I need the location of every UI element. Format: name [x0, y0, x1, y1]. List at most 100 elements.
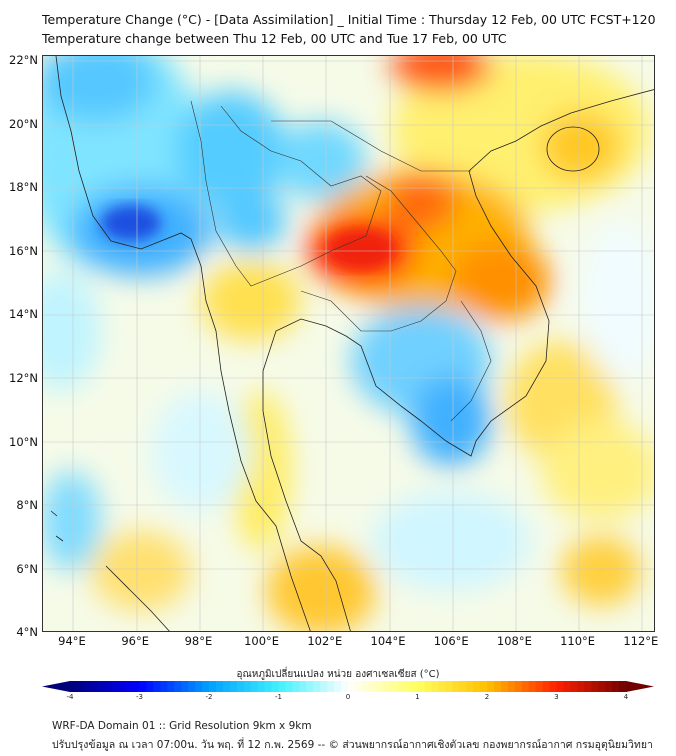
colorbar-segment: [619, 681, 627, 692]
colorbar-segment: [271, 681, 279, 692]
colorbar-segment: [70, 681, 78, 692]
colorbar-segment: [188, 681, 196, 692]
lon-label: 104°E: [370, 634, 406, 648]
colorbar-segment: [487, 681, 495, 692]
colorbar-segment: [306, 681, 314, 692]
lat-label: 20°N: [9, 116, 38, 131]
colorbar-segment: [83, 681, 92, 692]
colorbar-segment: [313, 681, 321, 692]
colorbar-segment: [354, 681, 363, 692]
footer-model-info: WRF-DA Domain 01 :: Grid Resolution 9km …: [52, 720, 312, 732]
lat-label: 10°N: [9, 434, 38, 449]
lon-label: 110°E: [560, 634, 596, 648]
colorbar-segment: [139, 681, 147, 692]
colorbar-segment: [209, 681, 217, 692]
colorbar-segment: [389, 681, 398, 692]
colorbar-segment: [348, 681, 356, 692]
lat-label: 18°N: [9, 180, 38, 195]
temperature-shading: [43, 56, 654, 631]
colorbar-segment: [459, 681, 467, 692]
lat-label: 12°N: [9, 371, 38, 385]
lon-label: 100°E: [244, 634, 280, 648]
colorbar-segment: [195, 681, 203, 692]
colorbar-segment: [570, 681, 578, 692]
figure-subtitle: Temperature change between Thu 12 Feb, 0…: [42, 31, 507, 46]
lon-label: 94°E: [58, 634, 86, 648]
colorbar-tick-label: -2: [205, 693, 213, 701]
colorbar-segment: [243, 681, 252, 692]
colorbar-segment: [76, 681, 85, 692]
lon-label: 96°E: [121, 634, 150, 648]
colorbar-segment: [299, 681, 307, 692]
colorbar-segment: [215, 681, 224, 692]
lat-label: 8°N: [16, 498, 38, 513]
colorbar-segment: [132, 681, 140, 692]
colorbar-segment: [174, 681, 182, 692]
lon-label: 106°E: [433, 634, 469, 648]
colorbar-segment: [320, 681, 328, 692]
colorbar-segment: [327, 681, 335, 692]
lat-label: 6°N: [16, 561, 38, 576]
colorbar-segment: [97, 681, 106, 692]
colorbar-tick-label: 2: [484, 693, 490, 701]
colorbar-segment: [361, 681, 370, 692]
colorbar-segment: [167, 681, 175, 692]
colorbar-segment: [146, 681, 154, 692]
colorbar-segment: [250, 681, 259, 692]
lon-label: 108°E: [496, 634, 532, 648]
colorbar-tick-label: -4: [66, 693, 74, 701]
colorbar-segment: [598, 681, 606, 692]
coastlines: [50, 56, 654, 631]
lat-label: 16°N: [9, 243, 38, 258]
graticule: [43, 56, 654, 631]
colorbar-segment: [521, 681, 530, 692]
colorbar-segment: [612, 681, 620, 692]
colorbar-segment: [584, 681, 592, 692]
lon-label: 112°E: [623, 634, 659, 648]
colorbar-segment: [236, 681, 245, 692]
colorbar-segment: [431, 681, 439, 692]
colorbar-segment: [396, 681, 405, 692]
colorbar-segment: [542, 681, 551, 692]
colorbar-segment: [507, 681, 516, 692]
colorbar-segment: [514, 681, 523, 692]
colorbar-tick-label: 3: [554, 693, 559, 701]
colorbar-segment: [417, 681, 425, 692]
colorbar-segment: [556, 681, 564, 692]
colorbar-segment: [257, 681, 266, 692]
colorbar-segment: [605, 681, 613, 692]
colorbar-segment: [452, 681, 460, 692]
colorbar-segment: [577, 681, 585, 692]
colorbar-segment: [341, 681, 349, 692]
colorbar-segment: [125, 681, 134, 692]
colorbar-segment: [382, 681, 391, 692]
colorbar-segment: [438, 681, 446, 692]
figure-title: Temperature Change (°C) - [Data Assimila…: [42, 12, 656, 27]
colorbar-max-arrow: [626, 681, 654, 692]
colorbar-segment: [229, 681, 238, 692]
colorbar-tick-label: 4: [623, 693, 629, 701]
lat-label: 22°N: [9, 53, 38, 67]
colorbar-segment: [90, 681, 99, 692]
map-field: [43, 56, 654, 631]
colorbar-segment: [160, 681, 168, 692]
lat-label: 4°N: [16, 625, 38, 640]
colorbar-segment: [445, 681, 453, 692]
colorbar-segment: [222, 681, 231, 692]
colorbar-segment: [375, 681, 384, 692]
colorbar: [42, 681, 654, 692]
colorbar-segment: [549, 681, 557, 692]
colorbar-segment: [292, 681, 300, 692]
lon-label: 98°E: [184, 634, 213, 648]
colorbar-tick-label: -3: [136, 693, 143, 701]
lon-label: 102°E: [307, 634, 343, 648]
colorbar-segment: [480, 681, 488, 692]
colorbar-segment: [153, 681, 161, 692]
colorbar-segment: [563, 681, 571, 692]
footer-credits: ปรับปรุงข้อมูล ณ เวลา 07:00น. วัน พฤ. ที…: [52, 739, 653, 751]
colorbar-segment: [591, 681, 599, 692]
colorbar-segment: [410, 681, 418, 692]
colorbar-segment: [403, 681, 412, 692]
colorbar-segment: [493, 681, 502, 692]
